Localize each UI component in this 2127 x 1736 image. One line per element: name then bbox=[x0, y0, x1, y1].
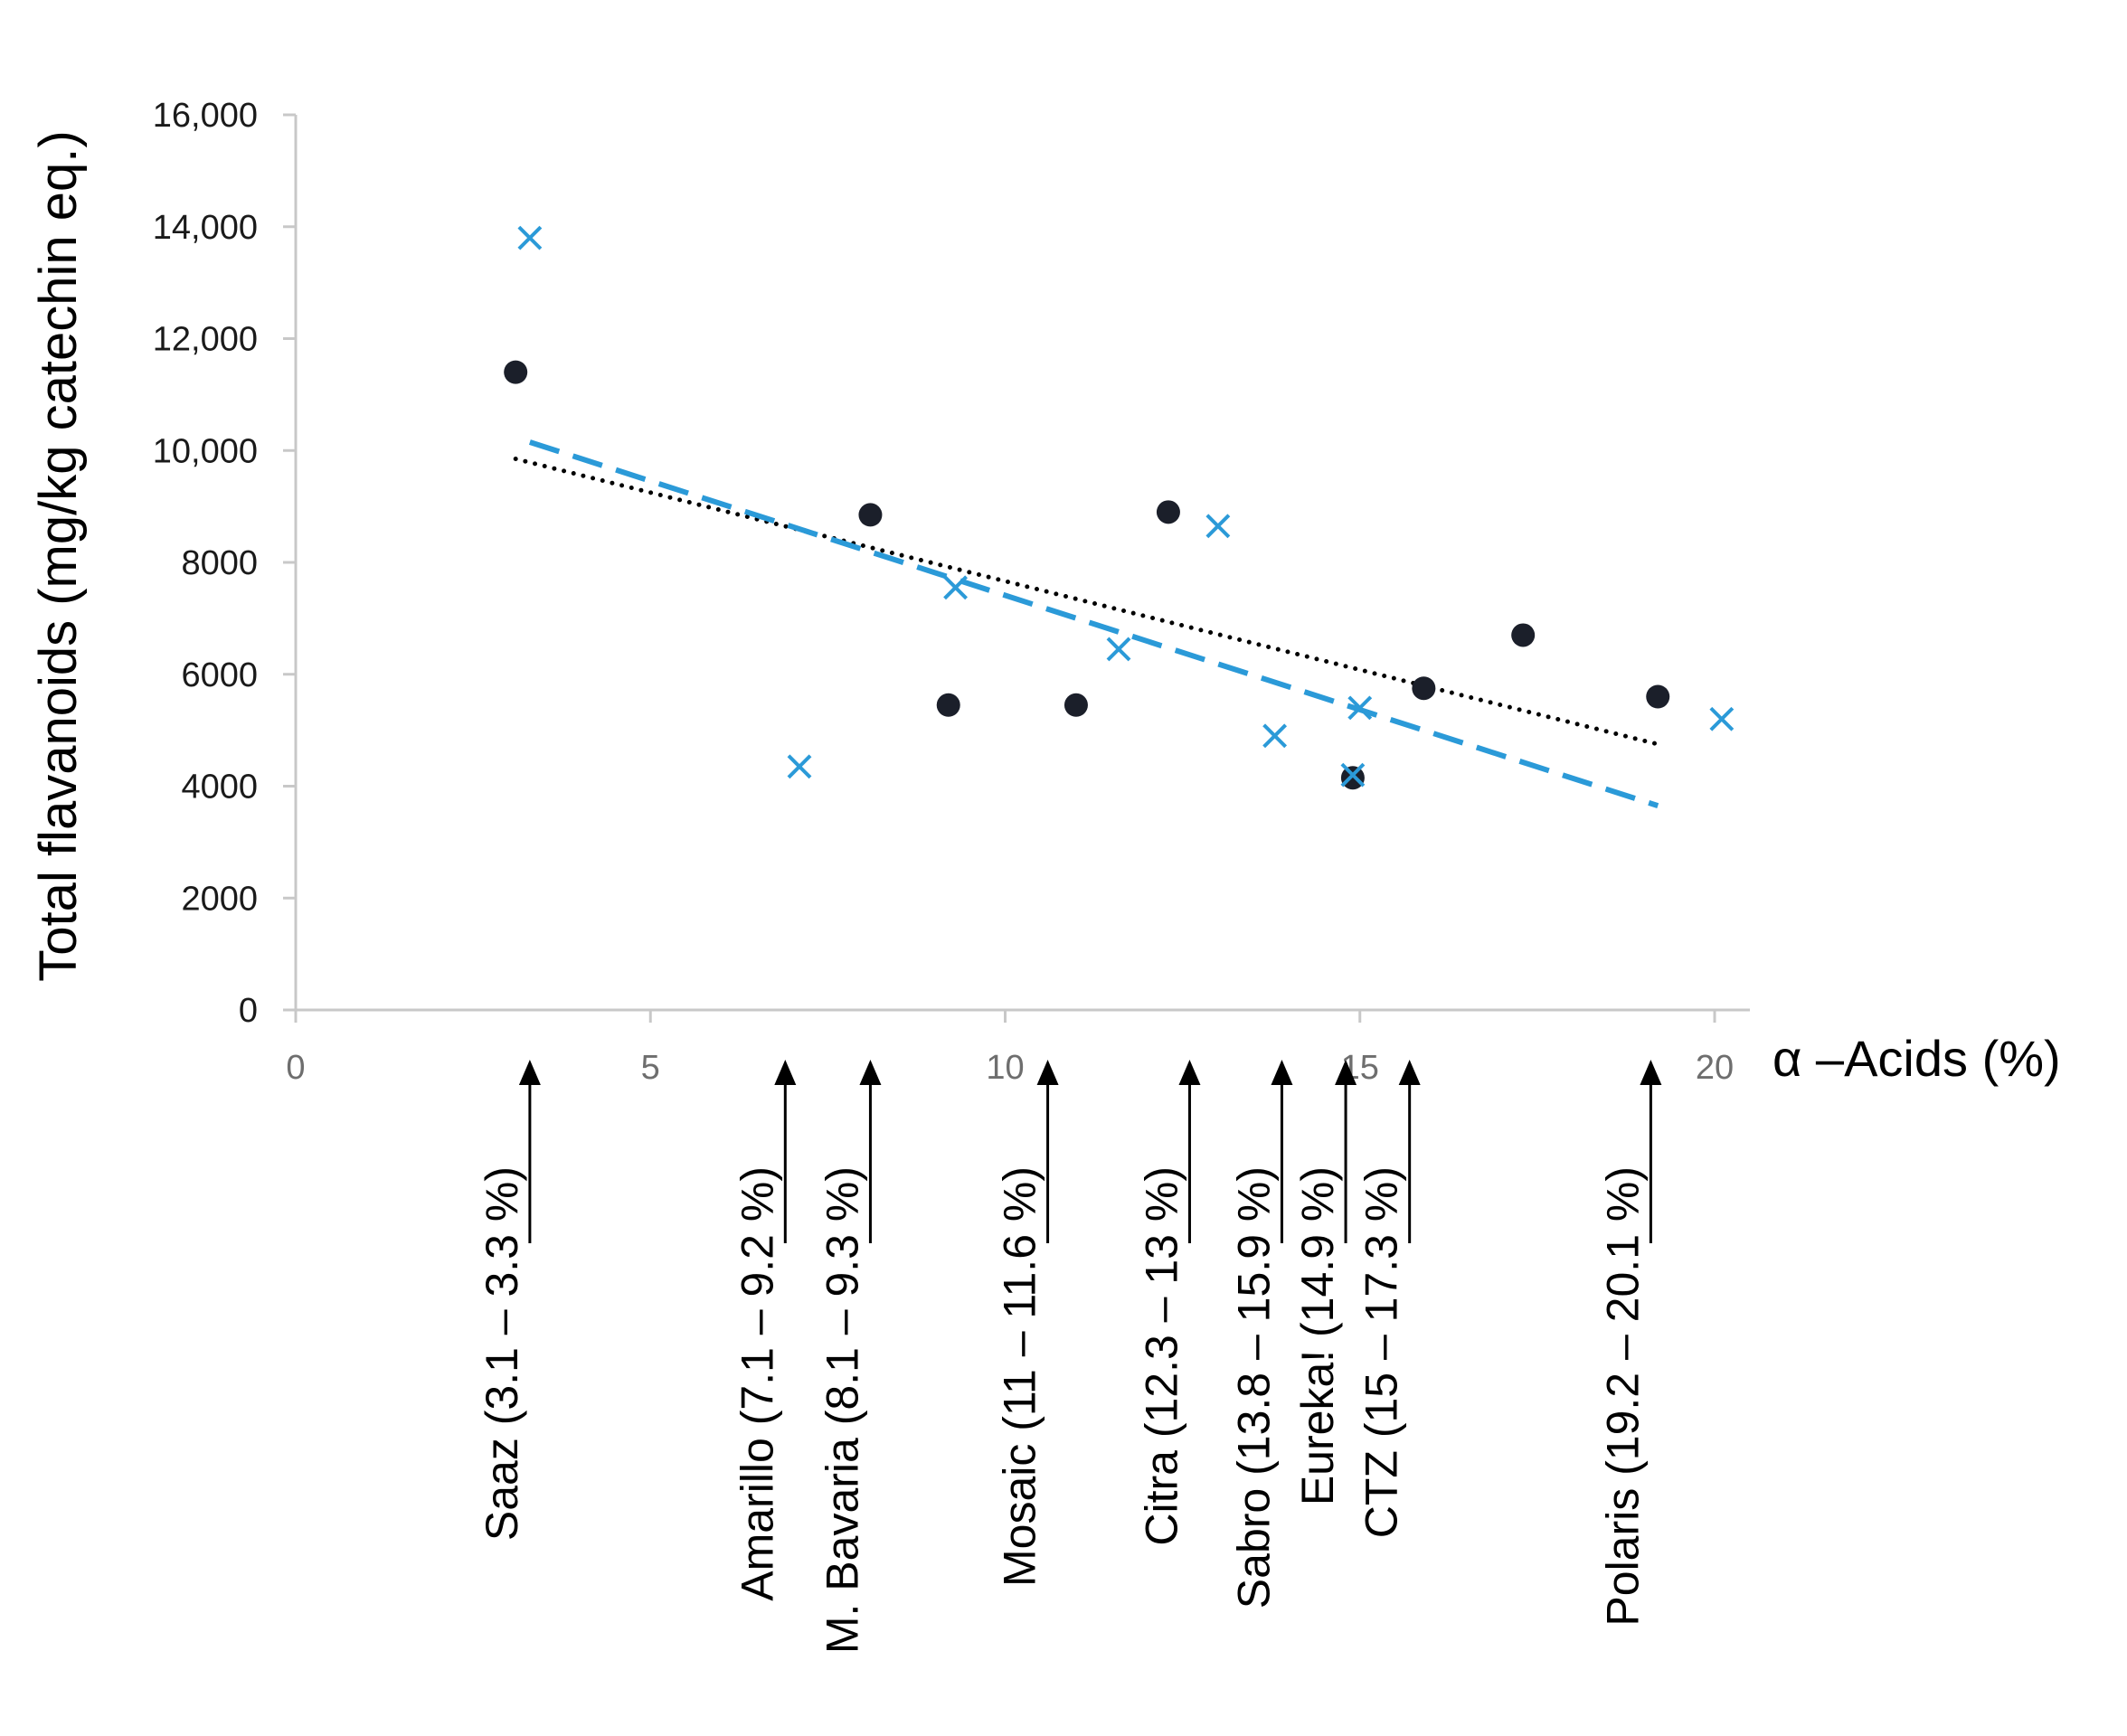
trendlines bbox=[513, 439, 1660, 809]
annotation-arrowhead bbox=[774, 1060, 797, 1085]
point-circle bbox=[858, 503, 883, 527]
hop-label: Saaz (3.1 – 3.3 %) bbox=[477, 1166, 527, 1541]
hop-annotation: Saaz (3.1 – 3.3 %) bbox=[477, 1060, 541, 1541]
x-tick-label: 20 bbox=[1696, 1049, 1734, 1087]
annotation-arrowhead bbox=[1178, 1060, 1201, 1085]
hop-annotation: Citra (12.3 – 13 %) bbox=[1136, 1060, 1201, 1546]
annotation-arrowhead bbox=[1640, 1060, 1662, 1085]
y-tick-label: 14,000 bbox=[153, 209, 258, 247]
hop-label: Citra (12.3 – 13 %) bbox=[1136, 1166, 1186, 1546]
x-tick-label: 0 bbox=[286, 1049, 305, 1087]
y-tick-label: 12,000 bbox=[153, 321, 258, 359]
point-circle bbox=[936, 693, 960, 717]
hop-label: Amarillo (7.1 – 9.2 %) bbox=[732, 1166, 782, 1601]
point-circle bbox=[1646, 684, 1670, 709]
hop-label: CTZ (15 – 17.3 %) bbox=[1357, 1166, 1407, 1538]
hop-label: Polaris (19.2 – 20.1 %) bbox=[1597, 1166, 1648, 1627]
y-tick-label: 4000 bbox=[181, 769, 258, 807]
point-circle bbox=[1340, 766, 1365, 790]
hop-annotation: Mosaic (11 – 11.6 %) bbox=[995, 1060, 1059, 1587]
y-tick-label: 2000 bbox=[181, 880, 258, 918]
x-tick-label: 5 bbox=[641, 1049, 660, 1087]
point-cross bbox=[1347, 695, 1373, 721]
point-circle bbox=[1412, 676, 1436, 701]
y-tick-label: 8000 bbox=[181, 544, 258, 582]
point-cross bbox=[517, 225, 543, 250]
point-cross bbox=[943, 575, 968, 600]
y-tick-label: 16,000 bbox=[153, 97, 258, 135]
hop-annotation: M. Bavaria (8.1 – 9.3 %) bbox=[817, 1060, 882, 1654]
annotation-arrowhead bbox=[1036, 1060, 1059, 1085]
hop-annotation: Amarillo (7.1 – 9.2 %) bbox=[732, 1060, 797, 1601]
point-circle bbox=[1511, 623, 1536, 647]
trendline-circles bbox=[513, 457, 1660, 747]
point-cross bbox=[1709, 706, 1735, 731]
hop-label: Mosaic (11 – 11.6 %) bbox=[995, 1166, 1045, 1587]
point-cross bbox=[1106, 637, 1131, 662]
point-circle bbox=[1064, 693, 1088, 717]
annotation-arrowhead bbox=[1335, 1060, 1357, 1085]
y-tick-label: 10,000 bbox=[153, 432, 258, 470]
y-tick-label: 0 bbox=[239, 992, 258, 1030]
point-circle bbox=[1156, 500, 1180, 524]
x-tick-label: 10 bbox=[986, 1049, 1024, 1087]
hop-annotation: Sabro (13.8 – 15.9 %) bbox=[1228, 1060, 1293, 1609]
data-points bbox=[504, 225, 1735, 790]
annotation-arrowhead bbox=[1271, 1060, 1293, 1085]
point-circle bbox=[504, 360, 528, 384]
hop-annotation: Eureka! (14.9 %) bbox=[1292, 1060, 1357, 1505]
y-axis-label: Total flavanoids (mg/kg catechin eq.) bbox=[29, 130, 88, 981]
y-tick-label: 6000 bbox=[181, 656, 258, 694]
x-axis-label: α –Acids (%) bbox=[1772, 1030, 2061, 1087]
point-cross bbox=[1205, 514, 1231, 539]
trendline-crosses bbox=[528, 439, 1659, 809]
point-cross bbox=[1262, 723, 1288, 749]
hop-annotation: CTZ (15 – 17.3 %) bbox=[1357, 1060, 1421, 1538]
hop-label: M. Bavaria (8.1 – 9.3 %) bbox=[817, 1166, 867, 1654]
point-cross bbox=[1340, 762, 1366, 788]
point-cross bbox=[787, 754, 812, 779]
axes: 0 2000 4000 6000 8000 10,000 12,000 14,000 16,00… bbox=[153, 97, 1750, 1087]
annotation-arrowhead bbox=[1398, 1060, 1421, 1085]
annotation-arrowhead bbox=[859, 1060, 882, 1085]
annotation-arrowhead bbox=[518, 1060, 541, 1085]
hop-annotation: Polaris (19.2 – 20.1 %) bbox=[1597, 1060, 1662, 1627]
hop-label: Eureka! (14.9 %) bbox=[1292, 1166, 1343, 1505]
annotations: Saaz (3.1 – 3.3 %) Amarillo (7.1 – 9.2 %)… bbox=[477, 1060, 1662, 1654]
hop-label: Sabro (13.8 – 15.9 %) bbox=[1228, 1166, 1279, 1609]
